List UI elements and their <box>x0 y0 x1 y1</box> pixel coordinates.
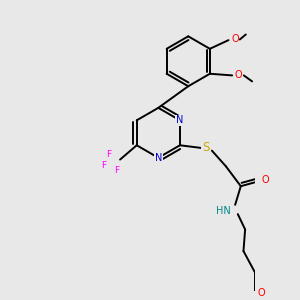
Text: N: N <box>176 115 184 125</box>
Text: HN: HN <box>216 206 231 217</box>
Text: O: O <box>235 70 243 80</box>
Text: O: O <box>257 288 265 298</box>
Text: F: F <box>101 161 106 170</box>
Text: S: S <box>202 141 210 154</box>
Text: N: N <box>257 289 265 299</box>
Text: O: O <box>231 34 238 44</box>
Text: O: O <box>262 175 269 185</box>
Text: F: F <box>114 167 119 176</box>
Text: F: F <box>106 150 112 159</box>
Text: N: N <box>154 153 162 163</box>
